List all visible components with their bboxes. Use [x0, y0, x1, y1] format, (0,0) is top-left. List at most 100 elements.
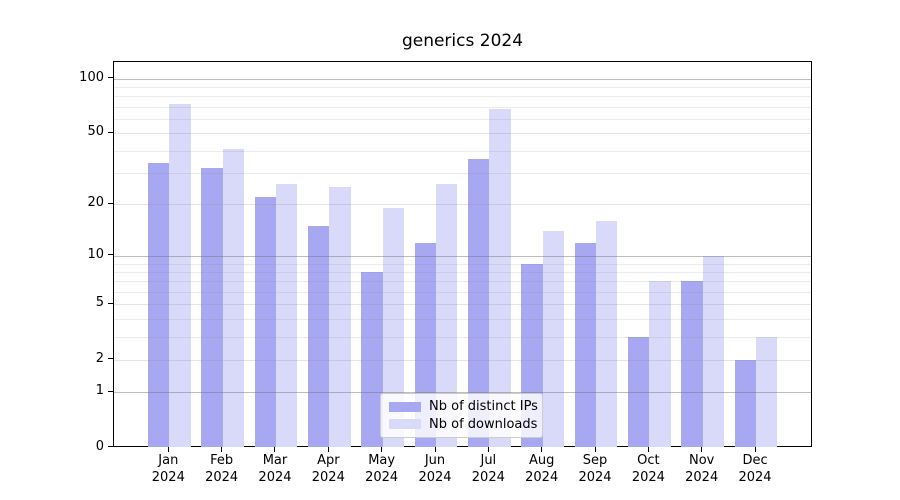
legend-label-downloads: Nb of downloads [429, 416, 538, 432]
x-tick-year: 2024 [738, 470, 772, 485]
legend: Nb of distinct IPs Nb of downloads [380, 393, 543, 438]
x-tick-dec [754, 447, 756, 452]
bar-ips-jul [468, 158, 490, 447]
x-tick-label-jul: Jul 2024 [456, 452, 520, 486]
y-tick-label-0: 0 [95, 438, 104, 454]
gridline-y-3 [114, 336, 811, 338]
x-tick-month: Oct [637, 453, 660, 468]
x-tick-label-feb: Feb 2024 [190, 452, 254, 486]
bar-ips-sep [574, 242, 597, 447]
bar-downloads-jan [169, 103, 191, 447]
x-tick-may [381, 447, 383, 452]
x-tick-label-apr: Apr 2024 [296, 452, 360, 486]
x-tick-label-may: May 2024 [350, 452, 414, 486]
x-tick-year: 2024 [685, 470, 719, 485]
bar-downloads-aug [542, 231, 564, 447]
x-tick-month: May [368, 453, 396, 468]
x-tick-jun [434, 447, 436, 452]
gridline-y-90 [114, 87, 811, 89]
bar-downloads-apr [329, 187, 351, 447]
x-tick-year: 2024 [205, 470, 239, 485]
gridline-y-5 [114, 304, 811, 306]
gridline-y-80 [114, 96, 811, 98]
y-tick-1 [108, 390, 113, 392]
x-tick-year: 2024 [365, 470, 399, 485]
x-tick-jul [487, 447, 489, 452]
y-tick-5 [108, 302, 113, 304]
gridline-y-20 [114, 204, 811, 206]
bar-ips-may [361, 271, 383, 447]
x-tick-year: 2024 [151, 470, 185, 485]
y-tick-2 [108, 358, 113, 360]
gridline-y-70 [114, 106, 811, 108]
bar-downloads-sep [596, 221, 618, 447]
legend-swatch-downloads [389, 419, 421, 430]
bar-downloads-dec [756, 336, 778, 447]
bar-ips-mar [254, 196, 276, 447]
gridline-y-30 [114, 173, 811, 175]
y-tick-100 [108, 77, 113, 79]
x-tick-month: Apr [317, 453, 340, 468]
y-tick-20 [108, 202, 113, 204]
x-tick-oct [647, 447, 649, 452]
plot-area [113, 61, 812, 447]
x-tick-month: Jun [424, 453, 446, 468]
legend-label-distinct-ips: Nb of distinct IPs [429, 399, 538, 415]
x-tick-month: Jan [158, 453, 179, 468]
x-tick-nov [701, 447, 703, 452]
x-tick-feb [221, 447, 223, 452]
bar-ips-nov [681, 281, 703, 447]
x-tick-year: 2024 [631, 470, 665, 485]
y-tick-label-5: 5 [95, 295, 104, 311]
x-tick-month: Feb [210, 453, 234, 468]
x-tick-year: 2024 [258, 470, 292, 485]
x-tick-year: 2024 [471, 470, 505, 485]
x-tick-month: Dec [742, 453, 768, 468]
y-tick-label-10: 10 [87, 246, 104, 262]
x-tick-label-sep: Sep 2024 [563, 452, 627, 486]
y-tick-label-100: 100 [79, 69, 104, 85]
bar-downloads-may [382, 208, 404, 447]
gridline-y-2 [114, 359, 811, 361]
x-tick-jan [167, 447, 169, 452]
y-tick-label-2: 2 [95, 350, 104, 366]
gridline-y-40 [114, 150, 811, 152]
bar-downloads-oct [649, 281, 671, 447]
bar-downloads-nov [702, 255, 724, 447]
y-tick-10 [108, 254, 113, 256]
y-tick-50 [108, 131, 113, 133]
bar-downloads-jul [489, 109, 511, 447]
y-tick-label-20: 20 [87, 195, 104, 211]
x-tick-label-mar: Mar 2024 [243, 452, 307, 486]
bar-downloads-feb [222, 148, 244, 447]
y-tick-0 [108, 446, 113, 447]
x-tick-label-dec: Dec 2024 [723, 452, 787, 486]
x-tick-label-jan: Jan 2024 [136, 452, 200, 486]
x-tick-year: 2024 [525, 470, 559, 485]
gridline-y-1 [114, 392, 811, 394]
x-tick-month: Mar [262, 453, 288, 468]
y-tick-label-1: 1 [95, 383, 104, 399]
x-tick-month: Nov [689, 453, 715, 468]
gridline-y-8 [114, 271, 811, 273]
bar-downloads-jun [436, 184, 458, 447]
bar-ips-dec [734, 359, 757, 447]
x-tick-label-aug: Aug 2024 [510, 452, 574, 486]
gridline-y-7 [114, 281, 811, 283]
x-tick-label-jun: Jun 2024 [403, 452, 467, 486]
bar-ips-feb [201, 168, 223, 447]
bar-ips-oct [628, 336, 650, 447]
x-tick-month: Aug [528, 453, 555, 468]
legend-swatch-distinct-ips [389, 401, 421, 412]
x-tick-label-oct: Oct 2024 [616, 452, 680, 486]
gridline-y-6 [114, 292, 811, 293]
x-tick-apr [327, 447, 329, 452]
x-tick-label-nov: Nov 2024 [670, 452, 734, 486]
chart-title: generics 2024 [401, 31, 524, 51]
bar-downloads-mar [275, 184, 298, 447]
bar-ips-jan [148, 163, 170, 447]
x-tick-mar [274, 447, 276, 452]
gridline-y-10 [114, 255, 811, 257]
x-tick-year: 2024 [418, 470, 452, 485]
